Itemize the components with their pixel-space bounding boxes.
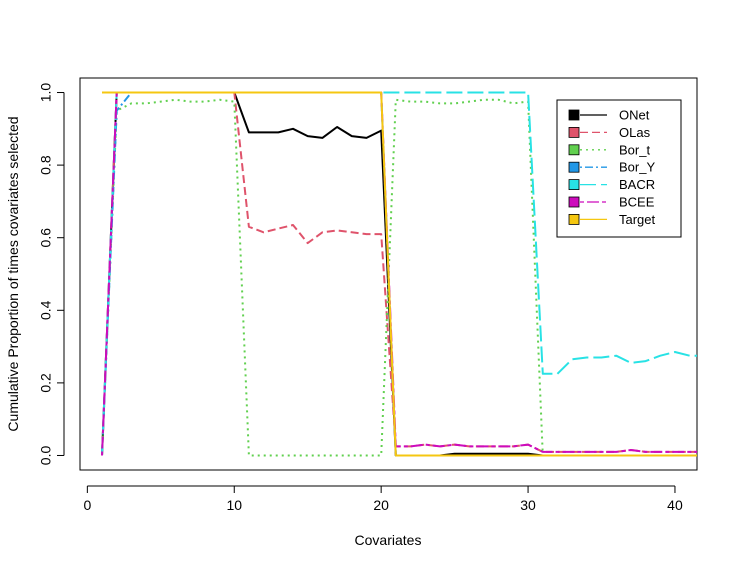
legend-label-bacr: BACR xyxy=(619,177,655,192)
series-line-bor-t xyxy=(101,98,697,457)
legend-swatch-onet xyxy=(568,109,580,121)
y-tick-label: 0.4 xyxy=(38,300,54,320)
x-tick-label: 30 xyxy=(520,497,536,513)
y-tick-label: 0.2 xyxy=(38,373,54,393)
x-axis-title: Covariates xyxy=(355,532,422,548)
x-tick-label: 0 xyxy=(83,497,91,513)
series-layer xyxy=(101,91,697,457)
legend-label-olas: OLas xyxy=(619,125,651,140)
legend-label-onet: ONet xyxy=(619,108,650,123)
x-tick-label: 10 xyxy=(226,497,242,513)
y-axis-title: Cumulative Proportion of times covariate… xyxy=(5,116,21,431)
legend-label-target: Target xyxy=(619,212,656,227)
x-axis: 0 10 20 30 40 xyxy=(83,485,683,513)
plot-frame xyxy=(79,77,698,471)
legend-label-bor-t: Bor_t xyxy=(619,142,650,157)
legend-swatch-bcee xyxy=(568,196,580,208)
legend-swatch-bor-t xyxy=(568,144,580,156)
y-tick-label: 0.0 xyxy=(38,446,54,466)
y-tick-label: 0.6 xyxy=(38,228,54,248)
legend-swatch-bor-y xyxy=(568,161,580,173)
legend-swatch-bacr xyxy=(568,179,580,191)
series-line-target xyxy=(102,91,697,457)
x-tick-label: 40 xyxy=(667,497,683,513)
x-tick-label: 20 xyxy=(373,497,389,513)
y-tick-label: 1.0 xyxy=(38,83,54,103)
legend-swatch-olas xyxy=(568,127,580,138)
legend-label-bcee: BCEE xyxy=(619,195,655,210)
legend-label-bor-y: Bor_Y xyxy=(619,160,655,175)
y-tick-label: 0.8 xyxy=(38,155,54,175)
legend: ONet OLas Bor_t Bor_Y BACR BCEE Target xyxy=(556,99,682,238)
legend-swatch-target xyxy=(568,213,580,225)
y-axis: 0.0 0.2 0.4 0.6 0.8 1.0 xyxy=(38,83,65,466)
